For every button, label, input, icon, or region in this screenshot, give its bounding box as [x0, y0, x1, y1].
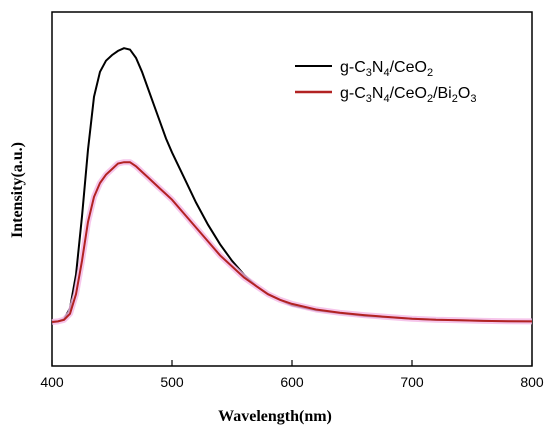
- x-tick-label-600: 600: [280, 374, 304, 390]
- x-tick-label-800: 800: [520, 374, 544, 390]
- series-layer: [51, 47, 533, 325]
- legend-label-g-c3n4-ceo2-bi2o3: g-C3N4/CeO2/Bi2O3: [340, 85, 476, 105]
- y-axis-title: Intensity(a.u.): [9, 142, 26, 238]
- x-tick-label-500: 500: [160, 374, 184, 390]
- x-axis-title: Wavelength(nm): [218, 408, 332, 425]
- series-line-g-c3n4-ceo2-bi2o3: [51, 161, 533, 323]
- series-line-g-c3n4-ceo2-bi2o3-glow: [51, 159, 533, 325]
- x-axis: 400 500 600 700 800: [40, 360, 544, 390]
- plot-frame: [51, 11, 533, 367]
- legend-label-g-c3n4-ceo2: g-C3N4/CeO2: [340, 59, 433, 79]
- legend: g-C3N4/CeO2 g-C3N4/CeO2/Bi2O3: [295, 59, 476, 105]
- x-tick-label-400: 400: [40, 374, 64, 390]
- x-tick-label-700: 700: [400, 374, 424, 390]
